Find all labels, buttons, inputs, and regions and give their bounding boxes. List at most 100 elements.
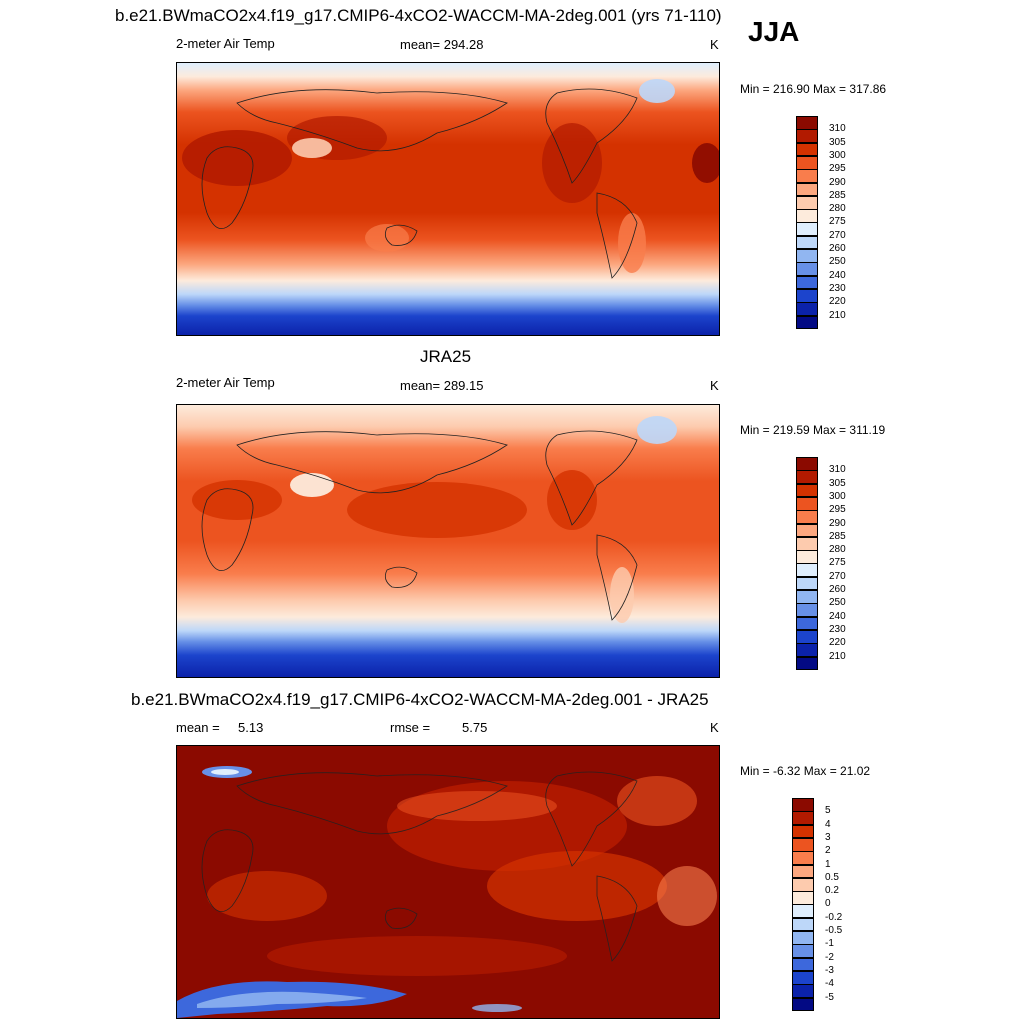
panel2-mean-label: mean= 289.15 xyxy=(400,378,484,393)
colorbar-swatch xyxy=(792,917,814,932)
panel3-units-label: K xyxy=(710,720,719,735)
colorbar-swatch xyxy=(792,931,814,945)
panel1-colorbar: 310 305 300 295 290 285 280 275 270 260 250 240 230 2… xyxy=(796,116,866,330)
colorbar-tick-label: 300 xyxy=(829,149,846,161)
colorbar-swatch xyxy=(792,824,814,839)
panel2-map-svg xyxy=(177,405,719,677)
colorbar-tick-label: 290 xyxy=(829,517,846,529)
colorbar-swatch xyxy=(796,656,818,671)
colorbar-tick-label: 220 xyxy=(829,296,846,308)
colorbar-tick-label: 3 xyxy=(825,831,831,843)
colorbar-swatch xyxy=(796,262,818,277)
colorbar-tick-label: 220 xyxy=(829,637,846,649)
season-label: JJA xyxy=(748,16,800,47)
panel3-rmse-label: rmse = xyxy=(390,720,431,735)
colorbar-swatch xyxy=(792,997,814,1012)
colorbar-tick-label: 210 xyxy=(829,650,846,662)
colorbar-swatch xyxy=(796,457,818,471)
colorbar-swatch xyxy=(796,550,818,564)
colorbar-swatch xyxy=(792,944,814,959)
colorbar-swatch xyxy=(796,616,818,631)
colorbar-tick-label: 305 xyxy=(829,136,846,148)
figure-title: b.e21.BWmaCO2x4.f19_g17.CMIP6-4xCO2-WACC… xyxy=(115,6,722,25)
colorbar-swatch xyxy=(792,891,814,905)
colorbar-tick-label: 280 xyxy=(829,544,846,556)
colorbar-swatch xyxy=(792,864,814,879)
colorbar-tick-label: -2 xyxy=(825,951,834,963)
colorbar-tick-label: 285 xyxy=(829,530,846,542)
colorbar-swatch xyxy=(792,837,814,852)
colorbar-tick-label: -0.5 xyxy=(825,925,843,936)
colorbar-swatch xyxy=(796,603,818,618)
colorbar-tick-label: 240 xyxy=(829,610,846,622)
panel2-minmax-label: Min = 219.59 Max = 311.19 xyxy=(740,423,886,437)
panel3-colorbar: 5 4 3 2 1 0.5 0.2 0 -0.2 -0.5 -1 -2 -3 -4 -5 xyxy=(792,798,862,1012)
panel2-units-label: K xyxy=(710,378,719,393)
colorbar-tick-label: 230 xyxy=(829,282,846,294)
colorbar-swatch xyxy=(796,116,818,130)
colorbar-tick-label: 305 xyxy=(829,477,846,489)
panel3-title: b.e21.BWmaCO2x4.f19_g17.CMIP6-4xCO2-WACC… xyxy=(131,690,709,709)
colorbar-tick-label: 210 xyxy=(829,309,846,321)
colorbar-swatch xyxy=(796,629,818,644)
colorbar-swatch xyxy=(796,315,818,330)
colorbar-tick-label: 310 xyxy=(829,464,846,476)
panel3-map-svg xyxy=(177,746,719,1018)
colorbar-tick-label: 285 xyxy=(829,189,846,201)
panel2-temperature-map xyxy=(176,404,720,678)
panel1-mean-label: mean= 294.28 xyxy=(400,37,484,52)
colorbar-swatch xyxy=(796,470,818,485)
colorbar-swatch xyxy=(796,483,818,498)
colorbar-tick-label: 300 xyxy=(829,490,846,502)
colorbar-tick-label: 0.2 xyxy=(825,885,839,897)
colorbar-tick-label: 260 xyxy=(829,243,846,254)
panel3-rmse-value: 5.75 xyxy=(462,720,488,735)
colorbar-swatch xyxy=(796,169,818,183)
colorbar-tick-label: 270 xyxy=(829,229,846,241)
panel1-temperature-map xyxy=(176,62,720,336)
panel1-map-svg xyxy=(177,63,719,335)
colorbar-swatch xyxy=(792,877,814,892)
panel1-minmax-label: Min = 216.90 Max = 317.86 xyxy=(740,82,887,96)
colorbar-tick-label: 230 xyxy=(829,623,846,635)
panel2-colorbar: 310 305 300 295 290 285 280 275 270 260 250 240 230 2… xyxy=(796,457,866,671)
colorbar-swatch xyxy=(796,142,818,157)
colorbar-swatch xyxy=(792,957,814,972)
colorbar-tick-label: 270 xyxy=(829,570,846,582)
colorbar-swatch xyxy=(796,576,818,591)
colorbar-tick-label: 290 xyxy=(829,176,846,188)
panel1-variable-label: 2-meter Air Temp xyxy=(176,36,275,51)
colorbar-tick-label: 240 xyxy=(829,269,846,281)
colorbar-tick-label: -5 xyxy=(825,991,834,1003)
colorbar-swatch xyxy=(796,222,818,237)
colorbar-swatch xyxy=(796,302,818,316)
colorbar-tick-label: 260 xyxy=(829,584,846,595)
colorbar-swatch xyxy=(796,195,818,210)
colorbar-tick-label: 275 xyxy=(829,557,846,569)
colorbar-swatch xyxy=(796,182,818,197)
colorbar-swatch xyxy=(792,984,814,998)
colorbar-swatch xyxy=(796,155,818,170)
panel3-mean-value: 5.13 xyxy=(238,720,264,735)
colorbar-tick-label: 295 xyxy=(829,504,846,516)
colorbar-swatch xyxy=(796,510,818,524)
colorbar-tick-label: -1 xyxy=(825,938,834,950)
colorbar-swatch xyxy=(796,643,818,657)
colorbar-tick-label: 5 xyxy=(825,805,831,817)
colorbar-swatch xyxy=(792,798,814,812)
panel2-title: JRA25 xyxy=(420,347,472,366)
colorbar-tick-label: 310 xyxy=(829,123,846,135)
colorbar-tick-label: 280 xyxy=(829,203,846,215)
colorbar-tick-label: 250 xyxy=(829,597,846,609)
colorbar-swatch xyxy=(796,536,818,551)
colorbar-tick-label: 295 xyxy=(829,163,846,175)
colorbar-tick-label: -4 xyxy=(825,978,834,990)
colorbar-tick-label: 250 xyxy=(829,256,846,268)
colorbar-tick-label: -3 xyxy=(825,964,834,976)
colorbar-swatch xyxy=(796,249,818,263)
colorbar-tick-label: -0.2 xyxy=(825,911,843,923)
colorbar-tick-label: 1 xyxy=(825,858,831,870)
colorbar-swatch xyxy=(796,523,818,538)
panel3-mean-label: mean = xyxy=(176,720,220,735)
colorbar-swatch xyxy=(792,970,814,985)
